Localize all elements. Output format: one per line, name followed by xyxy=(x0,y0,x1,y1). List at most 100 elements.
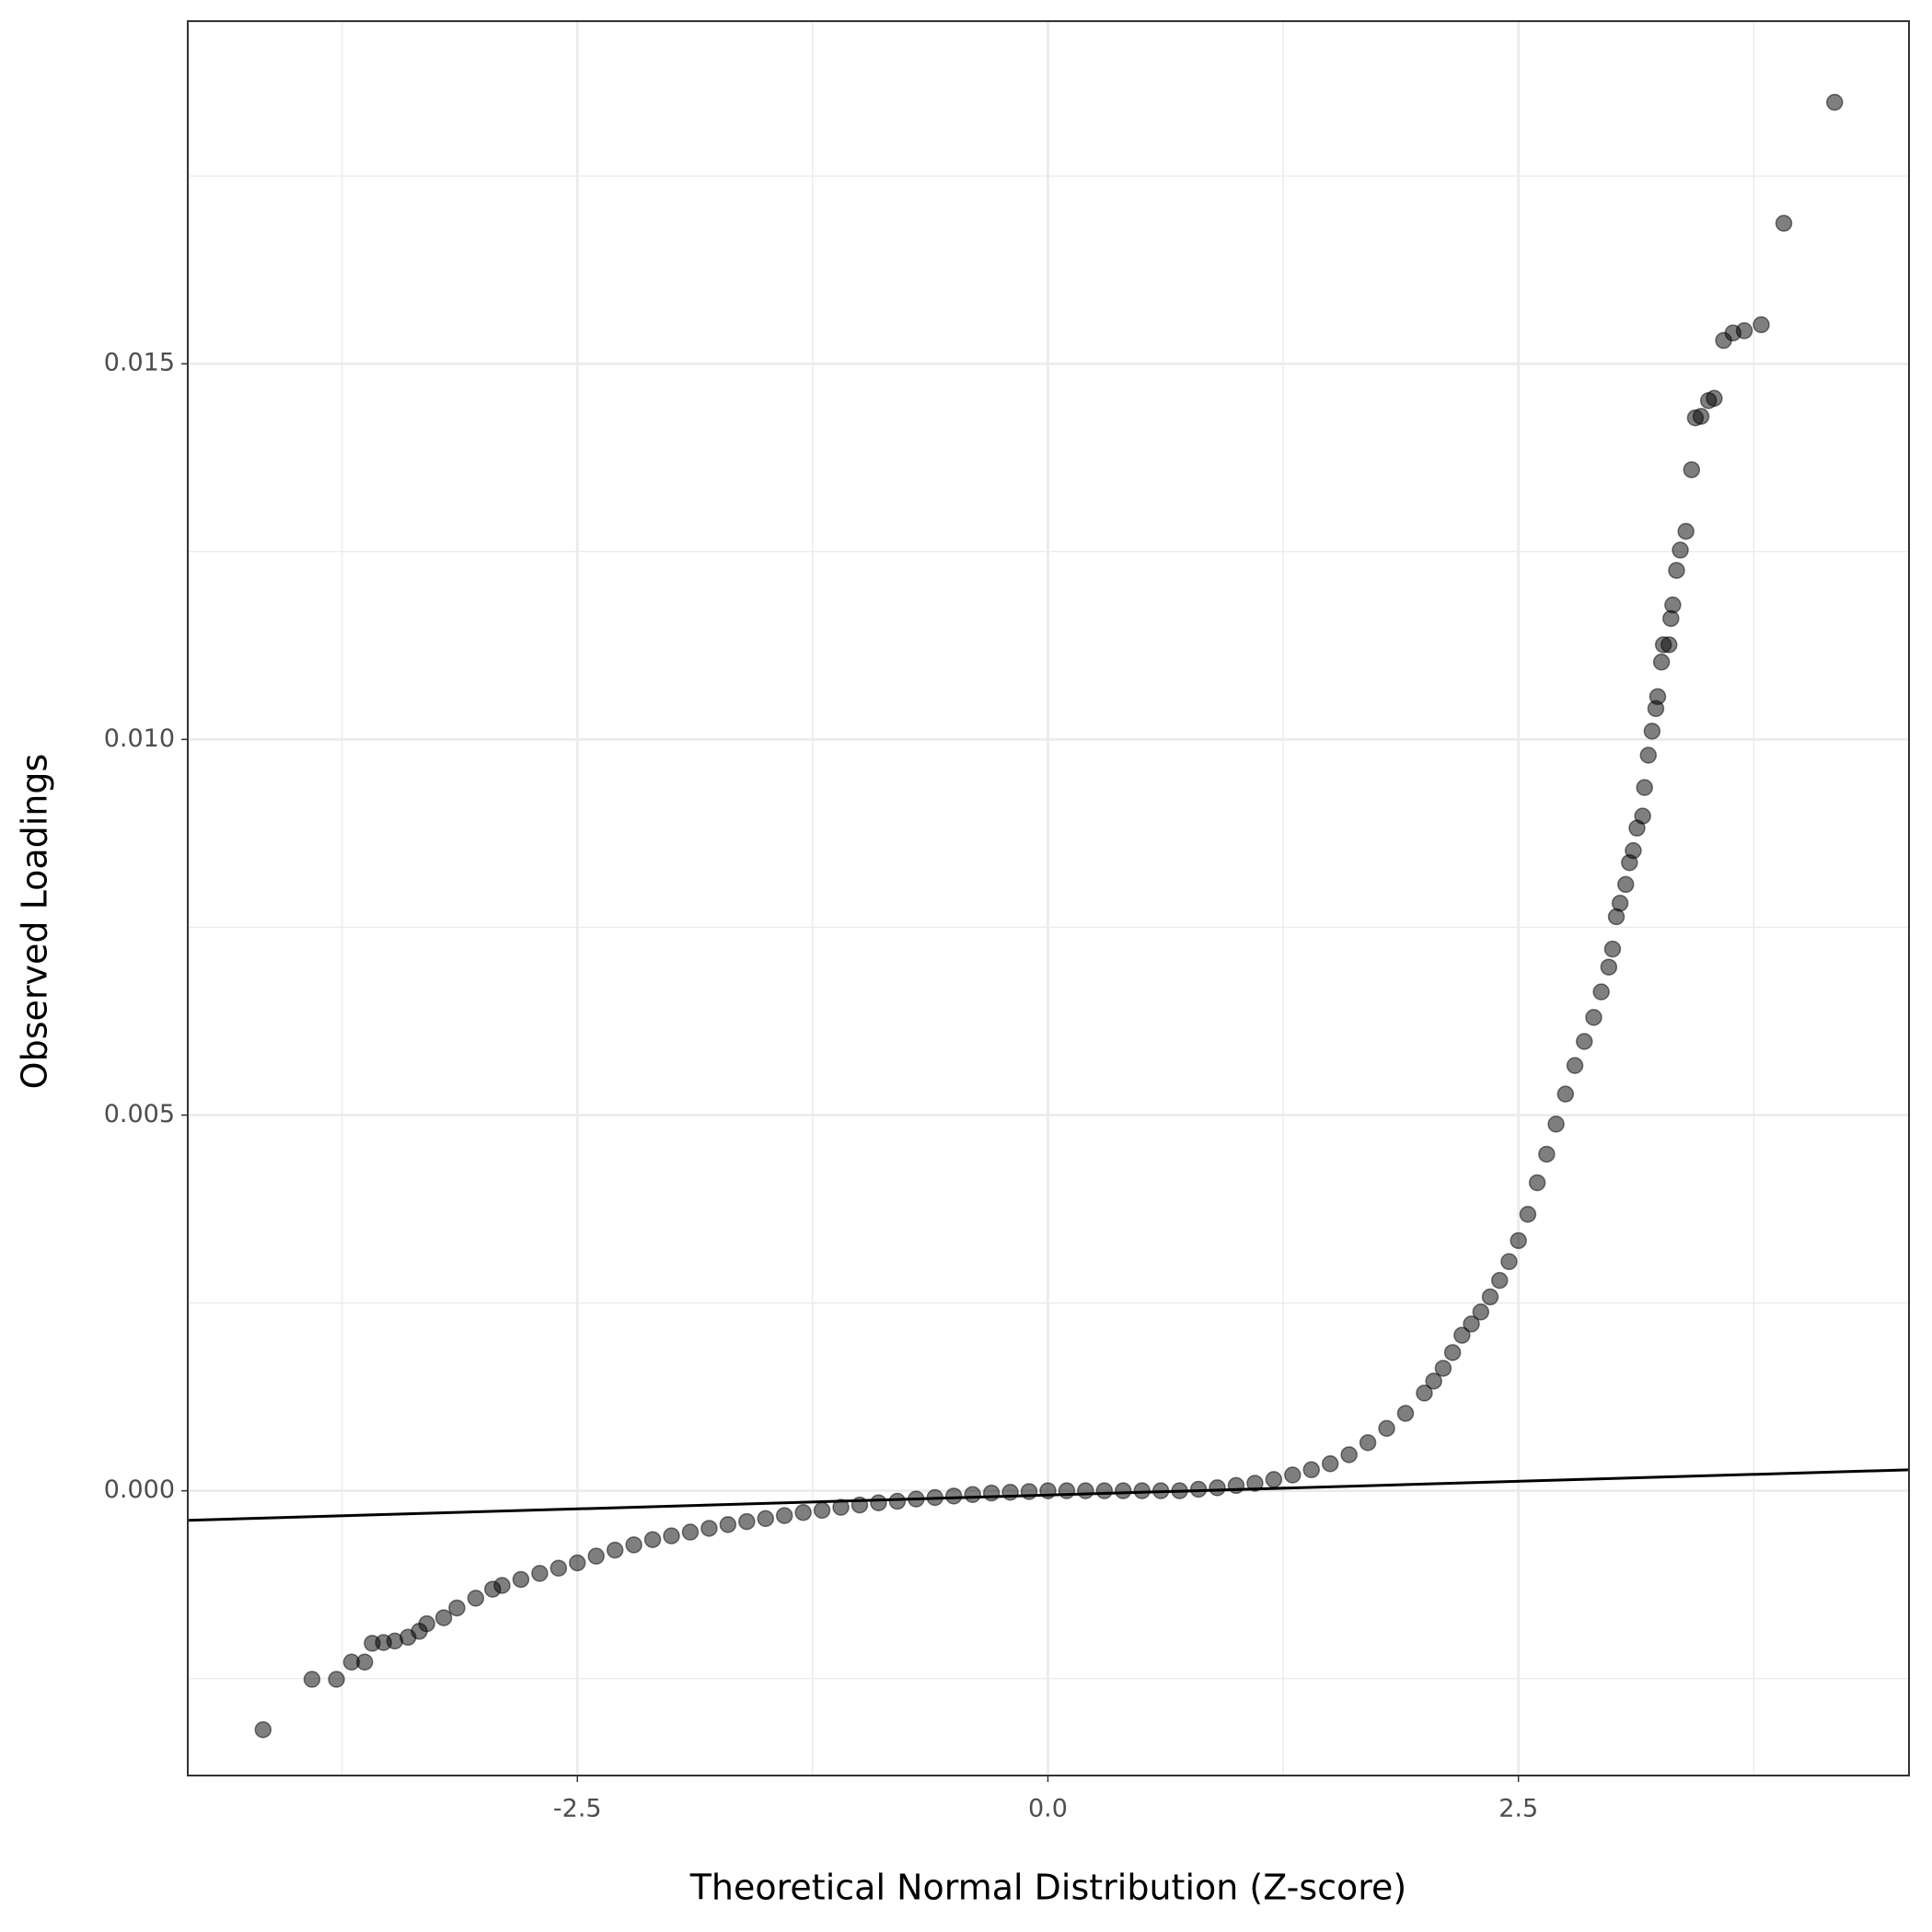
point xyxy=(1519,1205,1537,1223)
y-tick-label: 0.010 xyxy=(104,724,175,753)
point xyxy=(1600,958,1618,976)
point xyxy=(625,1536,642,1554)
point xyxy=(1592,983,1610,1001)
point xyxy=(1576,1033,1593,1050)
point xyxy=(328,1671,345,1688)
point xyxy=(1001,1484,1019,1501)
point xyxy=(1472,1303,1490,1321)
point xyxy=(1416,1384,1433,1402)
x-tick-label: 2.5 xyxy=(1498,1795,1538,1823)
point xyxy=(254,1720,272,1739)
point xyxy=(1284,1466,1301,1484)
y-axis-title: Observed Loadings xyxy=(15,754,55,1090)
reference-line xyxy=(187,1468,1910,1522)
point xyxy=(550,1559,568,1577)
point xyxy=(757,1510,775,1528)
point xyxy=(1753,316,1770,334)
point xyxy=(775,1507,793,1524)
point xyxy=(1556,1085,1575,1103)
point xyxy=(1611,895,1629,912)
point xyxy=(1625,841,1642,860)
y-tick-label: 0.000 xyxy=(104,1475,175,1504)
point xyxy=(587,1547,605,1565)
point xyxy=(1321,1454,1339,1473)
point xyxy=(1058,1482,1076,1499)
point xyxy=(794,1504,812,1521)
point xyxy=(1652,654,1671,671)
point xyxy=(1649,688,1667,706)
point xyxy=(531,1565,549,1582)
point xyxy=(1528,1174,1546,1192)
point xyxy=(1500,1253,1518,1270)
point xyxy=(1664,596,1682,614)
point xyxy=(1677,523,1695,540)
point xyxy=(1617,875,1635,894)
point xyxy=(1490,1271,1509,1290)
point xyxy=(1077,1482,1094,1499)
point xyxy=(813,1501,831,1520)
point xyxy=(1585,1009,1602,1026)
point xyxy=(1672,541,1689,559)
point xyxy=(663,1527,680,1544)
x-axis-title: Theoretical Normal Distribution (Z-score… xyxy=(689,1868,1407,1908)
point xyxy=(738,1512,756,1531)
point xyxy=(1396,1405,1415,1422)
y-tick-label: 0.005 xyxy=(104,1100,175,1128)
point xyxy=(467,1590,485,1607)
point xyxy=(1510,1232,1527,1250)
point xyxy=(1566,1057,1584,1074)
point xyxy=(1378,1419,1395,1438)
point xyxy=(1538,1145,1556,1163)
point xyxy=(643,1531,662,1548)
point xyxy=(1340,1446,1358,1463)
point xyxy=(1265,1471,1283,1488)
point xyxy=(1443,1344,1462,1361)
point xyxy=(1668,561,1685,579)
point xyxy=(964,1486,981,1503)
point xyxy=(1660,636,1678,654)
point xyxy=(1453,1326,1471,1344)
point xyxy=(982,1484,1001,1502)
point xyxy=(569,1554,586,1572)
point xyxy=(1246,1475,1264,1492)
point xyxy=(888,1492,907,1510)
point xyxy=(1481,1288,1499,1306)
point xyxy=(681,1523,700,1541)
point xyxy=(512,1570,530,1589)
point xyxy=(1115,1482,1132,1499)
point xyxy=(1639,746,1658,764)
x-tick-label: 0.0 xyxy=(1028,1795,1068,1823)
point xyxy=(418,1614,435,1633)
y-tick-label: 0.015 xyxy=(104,349,175,377)
point xyxy=(832,1498,850,1516)
point xyxy=(355,1653,374,1671)
point xyxy=(719,1516,737,1533)
point xyxy=(448,1599,466,1617)
point xyxy=(1643,723,1661,740)
point xyxy=(700,1520,718,1537)
point xyxy=(493,1577,511,1594)
point xyxy=(1775,214,1793,232)
point xyxy=(1825,93,1844,111)
point xyxy=(1425,1372,1442,1390)
x-tick-label: -2.5 xyxy=(553,1795,602,1823)
point xyxy=(1095,1482,1114,1499)
point xyxy=(944,1487,963,1505)
point xyxy=(606,1541,624,1559)
point xyxy=(1603,940,1622,958)
point xyxy=(1683,461,1701,479)
point xyxy=(870,1494,887,1511)
point xyxy=(1636,779,1653,796)
point xyxy=(1735,322,1753,340)
point xyxy=(1434,1359,1452,1377)
point xyxy=(303,1671,321,1688)
point xyxy=(1706,389,1723,408)
point xyxy=(1302,1461,1321,1479)
point xyxy=(434,1609,453,1626)
point xyxy=(1359,1434,1377,1452)
point xyxy=(1692,408,1710,425)
point xyxy=(1547,1116,1565,1133)
point xyxy=(1463,1315,1480,1333)
